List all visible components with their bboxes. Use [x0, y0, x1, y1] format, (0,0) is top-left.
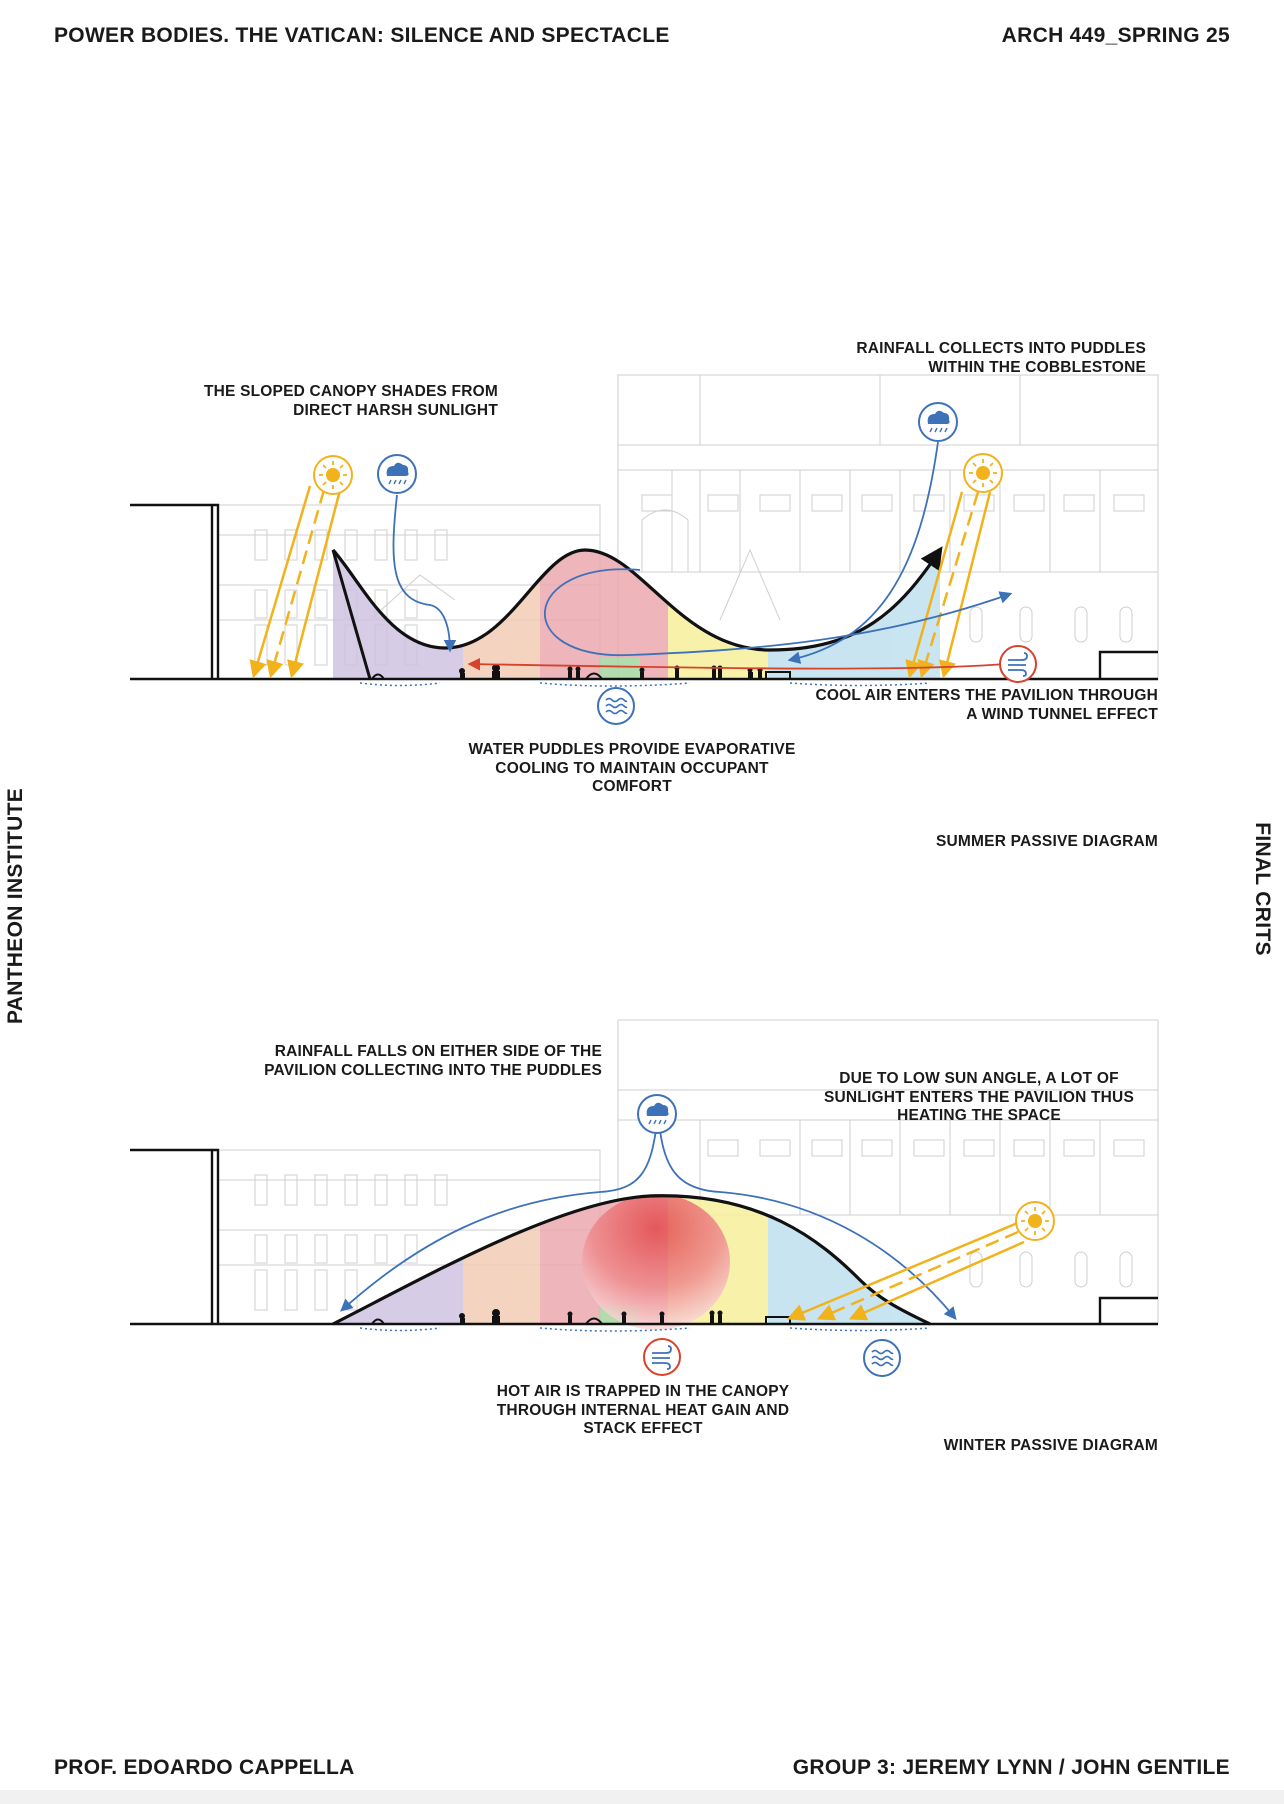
group-label: GROUP 3: JEREMY LYNN / JOHN GENTILE: [792, 1756, 1230, 1779]
summer-wind-path: [467, 657, 1007, 671]
canopy-climate-zones: [333, 550, 940, 679]
winter-rain-path-left: [340, 1129, 657, 1312]
summer-sun-rays-left: [249, 485, 342, 679]
professor-label: PROF. EDOARDO CAPPELLA: [54, 1756, 355, 1779]
sun-icon: [313, 455, 353, 495]
rain-cloud-icon: [377, 454, 417, 494]
right-wall-outline: [1098, 1296, 1158, 1324]
side-label-left: PANTHEON INSTITUTE: [4, 787, 27, 1025]
water-waves-icon: [597, 687, 635, 725]
winter-sun-rays: [786, 1220, 1025, 1321]
winter-heat-note: HOT AIR IS TRAPPED IN THE CANOPY THROUGH …: [496, 1383, 790, 1437]
wind-icon: [999, 645, 1037, 683]
side-label-right: FINAL CRITS: [1251, 822, 1274, 956]
summer-rain-note: RAINFALL COLLECTS INTO PUDDLES WITHIN THE…: [856, 340, 1146, 376]
right-wall-outline: [1098, 650, 1158, 679]
summer-rain-path-left: [392, 494, 457, 653]
summer-section-diagram: [130, 374, 1159, 725]
wind-icon: [643, 1338, 681, 1376]
summer-canopy-note: THE SLOPED CANOPY SHADES FROM DIRECT HARS…: [203, 383, 498, 419]
rain-cloud-icon: [637, 1094, 677, 1134]
sun-icon: [1015, 1201, 1055, 1241]
sun-icon: [963, 453, 1003, 493]
rain-cloud-icon: [918, 402, 958, 442]
summer-wind-note: COOL AIR ENTERS THE PAVILION THROUGH A WI…: [815, 687, 1158, 723]
summer-canopy-outline: [331, 546, 943, 652]
trapped-heat-zone: [582, 1194, 730, 1330]
page-title: POWER BODIES. THE VATICAN: SILENCE AND S…: [54, 24, 670, 47]
summer-sun-rays-right: [905, 491, 992, 679]
winter-diagram-caption: WINTER PASSIVE DIAGRAM: [943, 1437, 1158, 1454]
course-label: ARCH 449_SPRING 25: [1001, 24, 1230, 47]
page-bottom-edge: [0, 1790, 1284, 1804]
left-building-outline: [130, 1148, 220, 1324]
summer-rain-path-right: [787, 441, 939, 664]
left-building-outline: [130, 503, 220, 679]
summer-air-loop: [543, 568, 1013, 656]
water-waves-icon: [863, 1339, 901, 1377]
winter-sun-note: DUE TO LOW SUN ANGLE, A LOT OF SUNLIGHT E…: [823, 1070, 1134, 1124]
summer-water-note: WATER PUDDLES PROVIDE EVAPORATIVE COOLING…: [468, 741, 796, 795]
summer-diagram-caption: SUMMER PASSIVE DIAGRAM: [936, 833, 1158, 850]
occupant-figures: [459, 1309, 723, 1324]
winter-rain-note: RAINFALL FALLS ON EITHER SIDE OF THE PAVI…: [264, 1043, 602, 1079]
winter-section-diagram: [130, 1019, 1159, 1377]
